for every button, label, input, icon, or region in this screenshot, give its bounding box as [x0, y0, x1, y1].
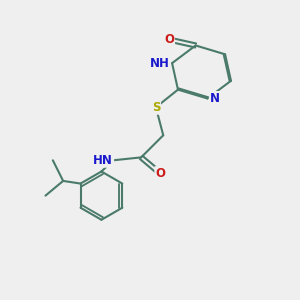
- Text: HN: HN: [93, 154, 113, 167]
- Text: N: N: [210, 92, 220, 105]
- Text: S: S: [152, 101, 160, 114]
- Text: O: O: [164, 33, 174, 46]
- Text: NH: NH: [150, 57, 170, 70]
- Text: O: O: [155, 167, 165, 180]
